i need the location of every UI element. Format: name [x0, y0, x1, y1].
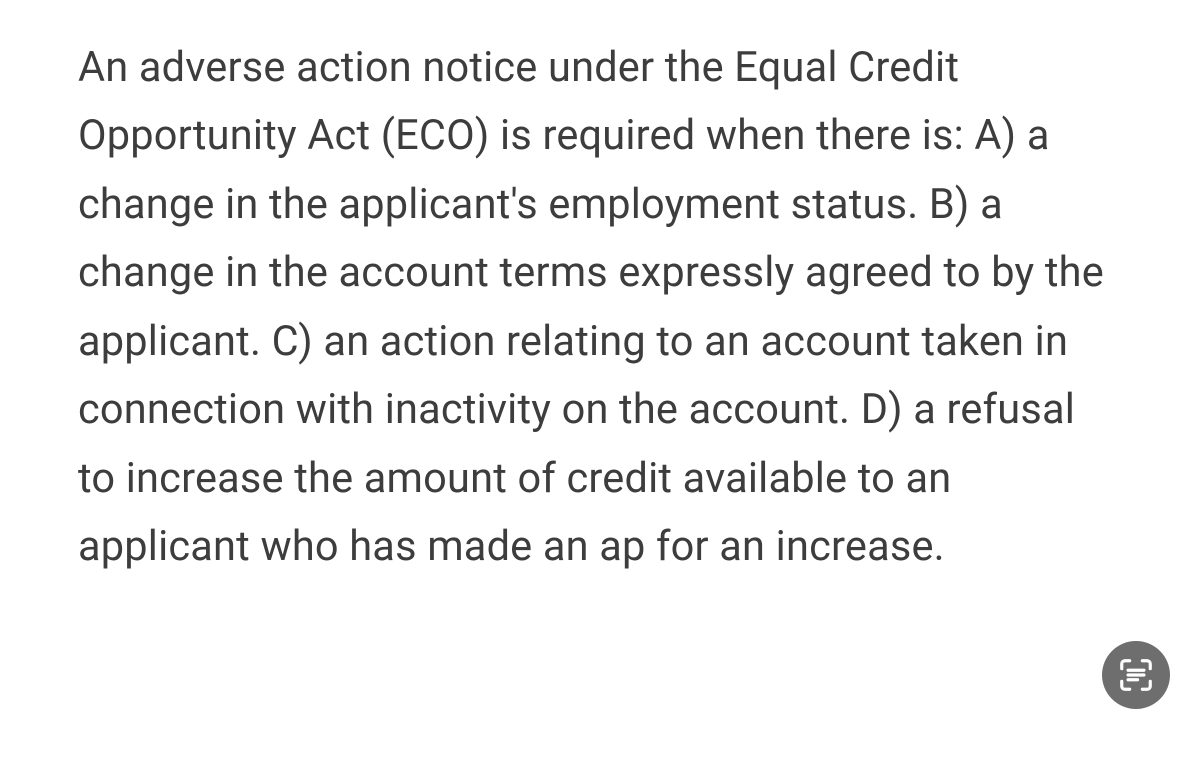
scan-text-button[interactable] [1102, 641, 1170, 709]
question-stem: An adverse action notice under the Equal… [78, 43, 974, 160]
scan-text-icon [1117, 656, 1155, 694]
question-block: An adverse action notice under the Equal… [0, 0, 1200, 582]
